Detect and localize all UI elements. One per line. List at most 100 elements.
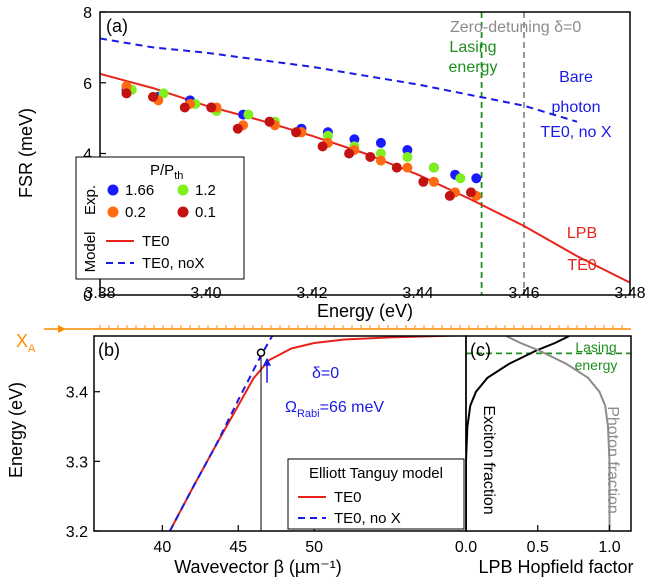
b-xtick-label: 50 [305, 539, 323, 556]
bare-photon-label-line3: TE0, no X [540, 124, 611, 141]
point-0-1 [391, 162, 402, 173]
point-0-1 [121, 88, 132, 99]
point-1-66 [375, 137, 386, 148]
lasing-energy-c-line1: Lasing [575, 339, 616, 355]
panel-b: 40 45 503.23.33.4 (b) Wavevector β (µm⁻¹) … [6, 325, 631, 577]
legend-marker-1-2 [177, 184, 189, 196]
xa-label: XA [16, 331, 36, 355]
point-1-2 [402, 152, 413, 162]
legend-group-model: Model [82, 232, 99, 273]
point-0-1 [148, 91, 158, 102]
panel-c-xlabel: LPB Hopfield factor [478, 557, 633, 577]
panel-a-legend: P/Pth Exp. Model 1.66 1.2 0.2 0.1 TE0 TE… [75, 156, 245, 280]
a-xtick-label: 3.42 [296, 285, 327, 302]
lpb-label-line2: TE0 [567, 257, 596, 274]
point-0-1 [264, 116, 275, 127]
rabi-label: ΩRabi=66 meV [285, 399, 384, 420]
point-0-1 [232, 123, 243, 134]
point-1-66 [402, 145, 413, 155]
photon-fraction-label: Photon fraction [604, 406, 621, 514]
point-0-1 [179, 102, 190, 113]
point-0-2 [402, 162, 413, 173]
b-ytick-label: 3.3 [66, 454, 88, 471]
panel-c-frame [465, 335, 632, 532]
a-ytick-label: 0 [83, 288, 92, 305]
delta-zero-marker [256, 348, 266, 357]
b-ytick-label: 3.4 [66, 385, 88, 402]
point-1-2 [375, 148, 386, 159]
b-line-te0-no-x [169, 336, 274, 531]
point-1-2 [243, 109, 254, 120]
c-xtick-label: 0.5 [527, 539, 549, 556]
point-0-1 [317, 141, 328, 152]
a-ytick-label: 6 [83, 76, 92, 93]
legend-marker-0-2 [107, 206, 119, 218]
legend-label-te0-nox: TE0, noX [142, 255, 205, 272]
a-xtick-label: 3.48 [614, 285, 645, 302]
lasing-energy-label-line1: Lasing [449, 39, 496, 56]
point-0-2 [375, 155, 386, 166]
b-line-te0 [169, 336, 466, 531]
legend-label-1-66: 1.66 [125, 182, 154, 199]
legend-label-te0: TE0 [142, 233, 170, 250]
point-0-1 [444, 190, 455, 201]
legend-b-label-te0-nox: TE0, no X [334, 510, 401, 527]
point-0-1 [344, 148, 355, 159]
line-te0-nox [100, 37, 578, 123]
point-1-2 [455, 173, 466, 184]
point-1-66 [349, 134, 360, 145]
legend-title: P/Pth [150, 162, 183, 182]
point-0-1 [291, 127, 302, 138]
bare-photon-label-line2: photon [552, 99, 601, 116]
point-0-1 [418, 176, 429, 187]
point-1-2 [158, 88, 169, 99]
point-0-2 [428, 176, 439, 187]
legend-label-1-2: 1.2 [195, 182, 216, 199]
panel-a-xlabel: Energy (eV) [317, 301, 413, 321]
panel-b-xlabel: Wavevector β (µm⁻¹) [174, 557, 342, 577]
panel-b-label: (b) [98, 340, 120, 360]
legend-marker-0-1 [177, 206, 189, 218]
a-xtick-label: 3.46 [508, 285, 539, 302]
a-xtick-label: 3.44 [402, 285, 433, 302]
legend-label-0-2: 0.2 [125, 204, 146, 221]
point-0-2 [121, 81, 132, 92]
panel-a-ylabel: FSR (meV) [16, 108, 36, 198]
point-1-2 [322, 130, 333, 141]
a-xtick-label: 3.38 [84, 285, 115, 302]
legend-b-label-te0: TE0 [334, 489, 362, 506]
c-xtick-label: 1.0 [598, 539, 620, 556]
a-xtick-label: 3.40 [190, 285, 221, 302]
panel-c-label: (c) [470, 340, 491, 360]
b-xtick-label: 40 [153, 539, 171, 556]
a-ytick-label: 8 [83, 5, 92, 22]
panel-a: 3.383.403.423.443.463.4802468 (a) Energy… [16, 5, 646, 321]
bare-photon-label-line1: Bare [559, 69, 593, 86]
zero-detuning-label: Zero-detuning δ=0 [450, 19, 581, 36]
c-line-photon-fraction [505, 336, 611, 531]
panel-b-legend: Elliott Tanguy model TE0 TE0, no X [287, 458, 465, 530]
legend-group-exp: Exp. [82, 185, 99, 215]
xa-arrow-icon [58, 325, 66, 334]
lasing-energy-c-line2: energy [575, 357, 618, 373]
point-0-1 [466, 187, 476, 198]
a-ytick-label: 4 [83, 147, 92, 164]
legend-label-0-1: 0.1 [195, 204, 216, 221]
legend-marker-1-66 [107, 184, 119, 196]
panel-c: 0.0 0.5 1.0 (c) LPB Hopfield factor Lasing… [455, 335, 634, 577]
b-xtick-label: 45 [229, 539, 247, 556]
panel-a-label: (a) [106, 16, 128, 36]
point-1-66 [471, 173, 482, 184]
lpb-label-line1: LPB [567, 225, 597, 242]
panel-b-ylabel: Energy (eV) [6, 382, 26, 478]
lasing-energy-label-line2: energy [449, 59, 498, 76]
delta-zero-label: δ=0 [312, 365, 339, 382]
b-ytick-label: 3.2 [66, 524, 88, 541]
point-1-2 [428, 162, 439, 173]
legend-b-title: Elliott Tanguy model [309, 465, 443, 482]
c-xtick-label: 0.0 [455, 539, 477, 556]
rabi-arrow-icon [263, 357, 272, 366]
point-0-1 [206, 102, 217, 113]
point-0-1 [365, 152, 376, 162]
